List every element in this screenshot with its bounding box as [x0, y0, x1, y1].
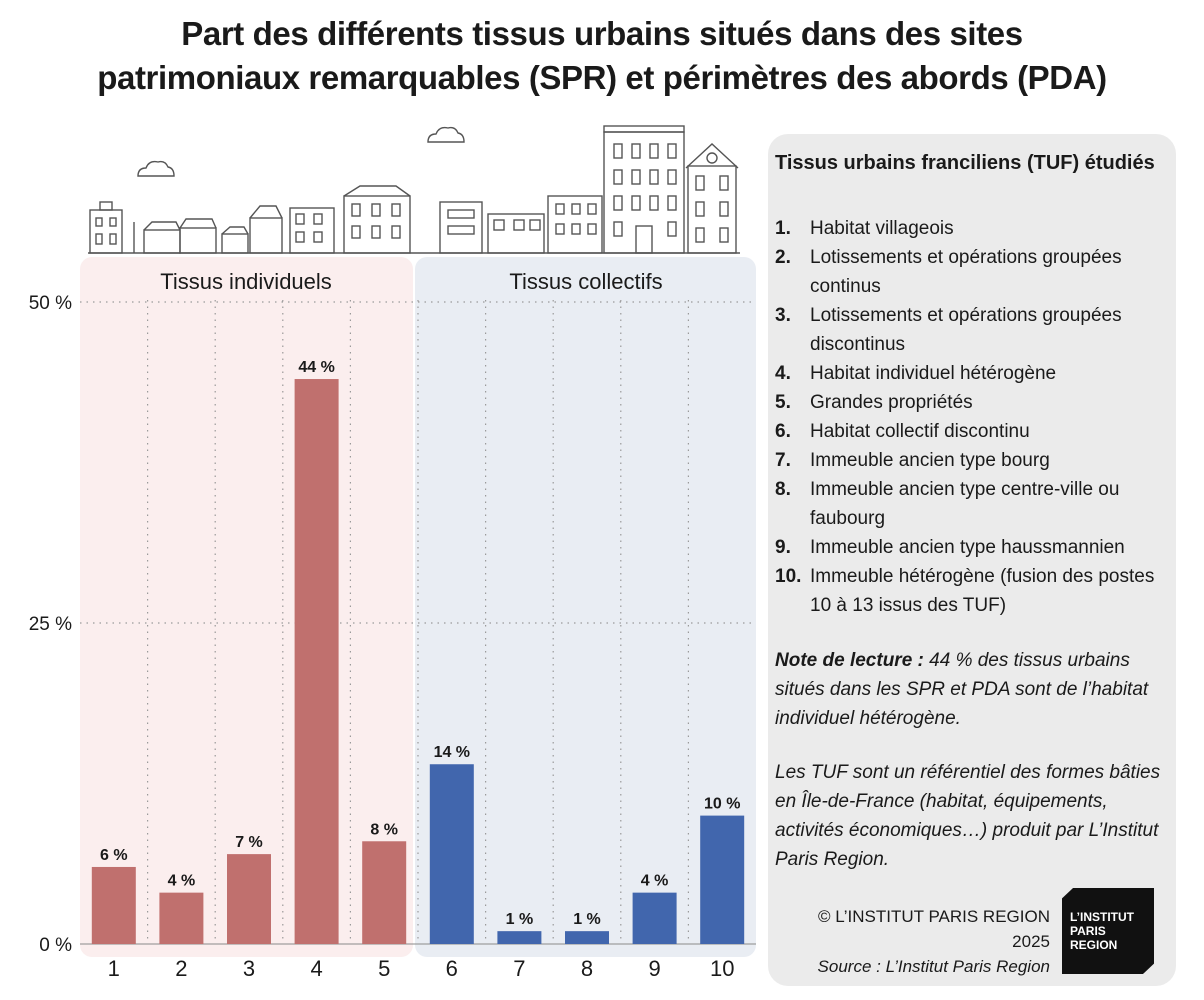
- bar-1: [91, 866, 136, 944]
- bar-5: [362, 841, 407, 944]
- bar-chart: Tissus individuels Tissus collectifs 0 %…: [29, 125, 756, 981]
- chart-title-line-2: patrimoniaux remarquables (SPR) et périm…: [97, 59, 1107, 96]
- y-tick-label: 50 %: [29, 293, 72, 314]
- x-tick-label: 1: [108, 956, 120, 981]
- legend-item-number: 8.: [775, 479, 791, 500]
- legend-item-number: 4.: [775, 363, 791, 384]
- legend-item: 10. Immeuble hétérogène (fusion des poste…: [775, 562, 1170, 620]
- bar-3: [227, 854, 271, 944]
- bar-4: [294, 379, 339, 944]
- y-tick-label: 25 %: [29, 614, 72, 635]
- bar-9: [632, 892, 677, 944]
- bar-8: [565, 931, 609, 944]
- legend-item-number: 2.: [775, 247, 791, 268]
- reading-note-text: 44 % des tissus urbains situés dans les …: [775, 650, 1149, 729]
- legend-item: 5. Grandes propriétés: [775, 388, 1170, 417]
- legend-item-text: Habitat collectif discontinu: [810, 421, 1030, 442]
- legend-item-text: Immeuble ancien type bourg: [810, 450, 1050, 471]
- bar-6: [429, 764, 474, 944]
- legend-title: Tissus urbains franciliens (TUF) étudiés: [775, 152, 1155, 174]
- legend-item: 4. Habitat individuel hétérogène: [775, 359, 1170, 388]
- cloud-icon: [427, 126, 465, 143]
- x-tick-label: 4: [310, 956, 322, 981]
- logo-line-3: REGION: [1070, 938, 1118, 952]
- legend-item: 3. Lotissements et opérations groupées di…: [775, 301, 1170, 359]
- legend-item-text: Habitat villageois: [810, 218, 954, 239]
- group-band-collective: [415, 257, 756, 957]
- legend-item-number: 7.: [775, 450, 791, 471]
- y-tick-label: 0 %: [39, 935, 72, 956]
- group-label-individual: Tissus individuels: [160, 269, 332, 294]
- legend-panel: [768, 134, 1176, 986]
- legend-item-number: 9.: [775, 537, 791, 558]
- bar-value-label: 10 %: [704, 796, 740, 813]
- legend-item-text: Immeuble ancien type haussmannien: [810, 537, 1125, 558]
- legend-item: 9. Immeuble ancien type haussmannien: [775, 533, 1170, 562]
- logo-line-1: L’INSTITUT: [1070, 910, 1134, 924]
- bar-value-label: 44 %: [298, 359, 334, 376]
- building-skyline-icon: [88, 125, 740, 254]
- legend-item-text: Immeuble hétérogène (fusion des postes 1…: [810, 566, 1155, 616]
- bar-2: [159, 892, 204, 944]
- cloud-icon: [137, 160, 175, 177]
- legend-item-text: Grandes propriétés: [810, 392, 973, 413]
- credit-block: © L’INSTITUT PARIS REGION 2025 Source : …: [780, 904, 1050, 979]
- legend-item-number: 6.: [775, 421, 791, 442]
- x-tick-label: 2: [175, 956, 187, 981]
- x-tick-label: 9: [648, 956, 660, 981]
- bar-value-label: 1 %: [506, 911, 534, 928]
- legend-item-text: Lotissements et opérations groupées disc…: [810, 305, 1122, 355]
- bar-value-label: 4 %: [168, 873, 196, 890]
- legend-item: 1. Habitat villageois: [775, 214, 1170, 243]
- legend-item: 6. Habitat collectif discontinu: [775, 417, 1170, 446]
- x-tick-label: 7: [513, 956, 525, 981]
- legend-item-text: Habitat individuel hétérogène: [810, 363, 1057, 384]
- logo-line-2: PARIS: [1070, 924, 1106, 938]
- group-label-collective: Tissus collectifs: [509, 269, 662, 294]
- bar-value-label: 6 %: [100, 847, 128, 864]
- legend-item-number: 3.: [775, 305, 791, 326]
- x-tick-label: 8: [581, 956, 593, 981]
- legend-item-number: 1.: [775, 218, 791, 239]
- copyright-text: © L’INSTITUT PARIS REGION 2025: [818, 907, 1050, 951]
- bar-7: [497, 931, 542, 944]
- bar-value-label: 4 %: [641, 873, 669, 890]
- legend-item: 8. Immeuble ancien type centre-ville ou f…: [775, 475, 1170, 533]
- bar-value-label: 7 %: [235, 834, 263, 851]
- x-tick-label: 5: [378, 956, 390, 981]
- x-tick-label: 3: [243, 956, 255, 981]
- chart-title-line-1: Part des différents tissus urbains situé…: [181, 15, 1023, 52]
- chart-title: Part des différents tissus urbains situé…: [0, 12, 1204, 100]
- institut-logo: L’INSTITUT PARIS REGION: [1062, 888, 1154, 974]
- source-text: Source : L’Institut Paris Region: [817, 957, 1050, 976]
- bar-10: [700, 815, 745, 944]
- bar-value-label: 8 %: [370, 821, 398, 838]
- legend-item-number: 5.: [775, 392, 791, 413]
- legend-item: 7. Immeuble ancien type bourg: [775, 446, 1170, 475]
- legend-item-text: Lotissements et opérations groupées cont…: [810, 247, 1122, 297]
- reading-note-label: Note de lecture :: [775, 650, 924, 671]
- x-tick-label: 6: [446, 956, 458, 981]
- legend-item-text: Immeuble ancien type centre-ville ou fau…: [810, 479, 1120, 529]
- legend-item-number: 10.: [775, 566, 802, 587]
- tuf-note: Les TUF sont un référentiel des formes b…: [775, 762, 1161, 870]
- x-tick-label: 10: [710, 956, 734, 981]
- legend-list: 1. Habitat villageois 2. Lotissements et o…: [775, 214, 1170, 620]
- bar-value-label: 1 %: [573, 911, 601, 928]
- bar-value-label: 14 %: [434, 744, 470, 761]
- reading-note: Note de lecture : 44 % des tissus urbain…: [775, 646, 1167, 733]
- logo-lettering: L’INSTITUT PARIS REGION: [1070, 910, 1150, 952]
- legend-item: 2. Lotissements et opérations groupées co…: [775, 243, 1170, 301]
